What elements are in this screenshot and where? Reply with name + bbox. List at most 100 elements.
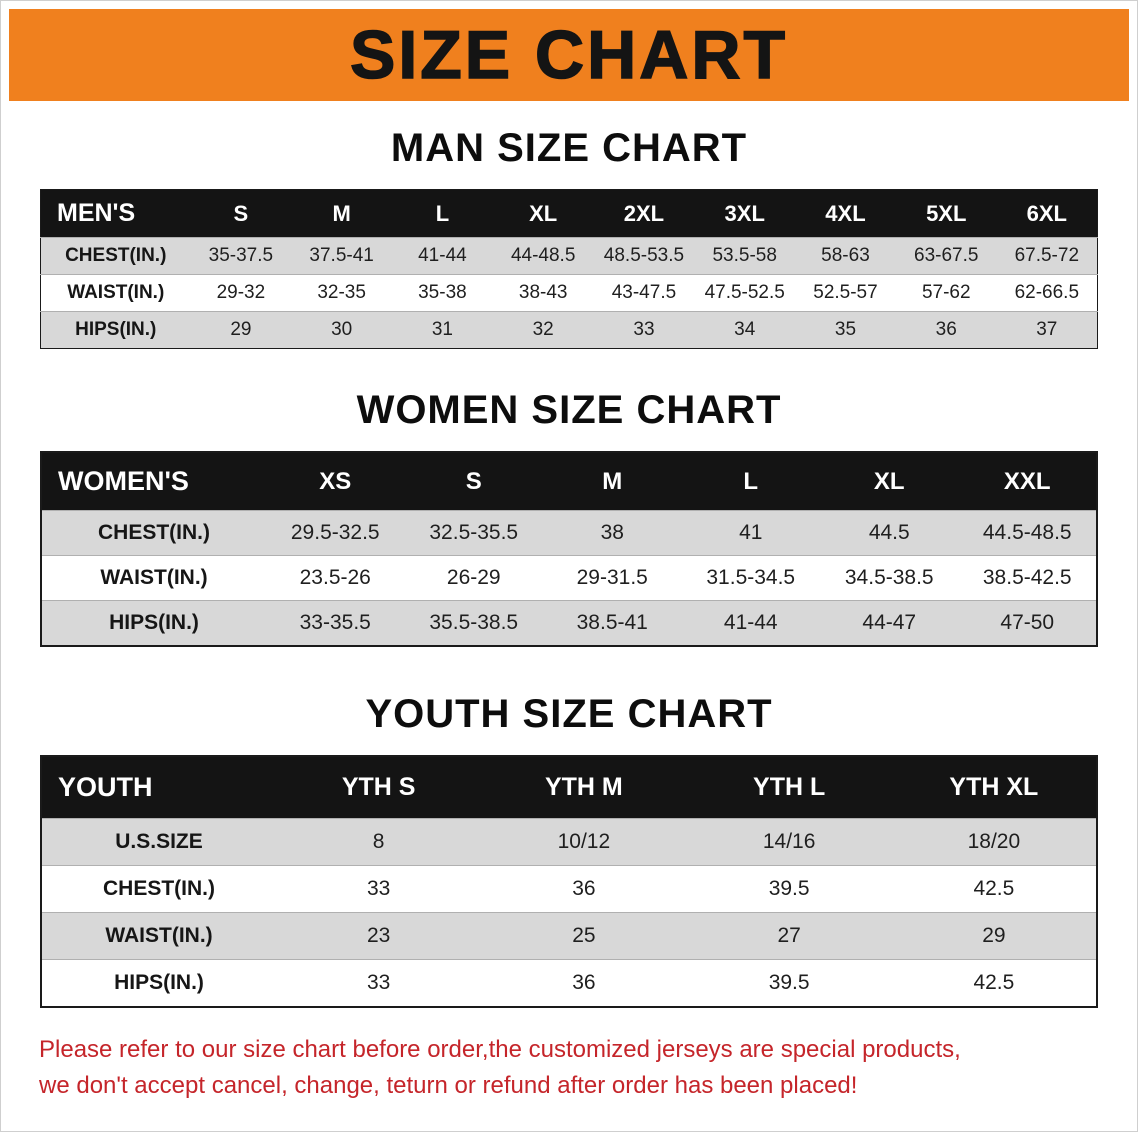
table-row: CHEST(IN.) 29.5-32.5 32.5-35.5 38 41 44.5 44.5… [41, 510, 1097, 556]
table-cell: 8 [372, 830, 385, 853]
table-row: CHEST(IN.) 35-37.5 37.5-41 41-44 44-48.5 48.5… [40, 237, 1098, 275]
column-header: 2XL [593, 189, 695, 238]
column-header: M [291, 189, 393, 238]
table-cell: 58-63 [821, 245, 870, 266]
page-title: SIZE CHART [349, 17, 788, 93]
table-cell: 31 [431, 319, 453, 340]
table-cell: 57-62 [921, 282, 971, 303]
row-label: HIPS(IN.) [75, 319, 157, 340]
table-row: HIPS(IN.) 33-35.5 35.5-38.5 38.5-41 41-44 44-… [41, 600, 1097, 646]
men-heading: MAN SIZE CHART [390, 126, 748, 170]
table-cell: 47-50 [1000, 611, 1055, 634]
women-section: WOMEN SIZE CHART WOMEN'S XS S M L XL XXL CHEST(… [1, 387, 1137, 647]
table-cell: 23 [366, 924, 391, 947]
table-cell: 38 [600, 521, 624, 544]
column-header: YTH XL [891, 756, 1097, 819]
table-cell: 38-43 [518, 282, 568, 303]
table-cell: 41-44 [723, 611, 778, 634]
row-label: WAIST(IN.) [100, 566, 208, 589]
row-label: HIPS(IN.) [109, 611, 199, 634]
table-cell: 39.5 [768, 877, 810, 900]
row-label: WAIST(IN.) [67, 282, 165, 303]
table-cell: 31.5-34.5 [706, 566, 796, 589]
table-cell: 63-67.5 [914, 245, 979, 266]
table-row: HIPS(IN.) 33 36 39.5 42.5 [41, 959, 1097, 1007]
column-header: YTH S [276, 756, 482, 819]
youth-size-table: YOUTH YTH S YTH M YTH L YTH XL U.S.SIZE 8 10/12… [40, 755, 1098, 1008]
table-cell: 44-47 [862, 611, 917, 634]
table-cell: 36 [935, 319, 957, 340]
table-cell: 32 [532, 319, 554, 340]
row-label: CHEST(IN.) [65, 245, 167, 266]
column-header: 5XL [895, 189, 997, 238]
column-header: XXL [958, 452, 1097, 511]
table-cell: 30 [331, 319, 353, 340]
table-corner-label: YOUTH [41, 756, 276, 819]
header-row: YOUTH YTH S YTH M YTH L YTH XL [41, 756, 1097, 819]
table-cell: 52.5-57 [813, 282, 878, 303]
table-cell: 25 [572, 924, 596, 947]
table-row: U.S.SIZE 8 10/12 14/16 18/20 [41, 818, 1097, 866]
table-cell: 23.5-26 [299, 566, 371, 589]
table-cell: 32.5-35.5 [429, 521, 519, 544]
disclaimer-line-1: Please refer to our size chart before or… [39, 1036, 961, 1063]
row-label: WAIST(IN.) [105, 924, 213, 947]
column-header: XS [266, 452, 405, 511]
column-header: YTH L [686, 756, 892, 819]
table-cell: 36 [572, 971, 596, 994]
table-cell: 48.5-53.5 [603, 245, 685, 266]
women-size-table: WOMEN'S XS S M L XL XXL CHEST(IN.) 29.5-32.5 32.5… [40, 451, 1098, 647]
header-row: WOMEN'S XS S M L XL XXL [41, 452, 1097, 511]
table-cell: 32-35 [317, 282, 366, 303]
table-cell: 39.5 [768, 971, 810, 994]
table-cell: 35 [834, 319, 857, 340]
table-cell: 67.5-72 [1014, 245, 1080, 266]
header-row: MEN'S S M L XL 2XL 3XL 4XL 5XL 6XL [40, 189, 1098, 238]
table-cell: 33-35.5 [299, 611, 371, 634]
table-cell: 34.5-38.5 [844, 566, 934, 589]
table-corner-label: WOMEN'S [41, 452, 266, 511]
table-cell: 29.5-32.5 [290, 521, 380, 544]
column-header: S [404, 452, 543, 511]
table-row: WAIST(IN.) 29-32 32-35 35-38 38-43 43-47.5 47.… [40, 274, 1098, 312]
column-header: XL [820, 452, 959, 511]
table-cell: 29-31.5 [576, 566, 648, 589]
table-cell: 35-38 [418, 282, 467, 303]
column-header: XL [492, 189, 594, 238]
table-cell: 29 [230, 319, 252, 340]
table-cell: 38.5-41 [576, 611, 648, 634]
column-header: 4XL [795, 189, 896, 238]
column-header: L [392, 189, 493, 238]
youth-heading: YOUTH SIZE CHART [365, 692, 773, 736]
table-row: HIPS(IN.) 29 30 31 32 33 34 35 36 37 [40, 311, 1098, 349]
disclaimer-line-2: we don't accept cancel, change, teturn o… [39, 1072, 858, 1099]
table-cell: 44.5 [868, 521, 910, 544]
men-size-table: MEN'S S M L XL 2XL 3XL 4XL 5XL 6XL CHEST(IN.) 35-37… [40, 189, 1098, 349]
banner: SIZE CHART [9, 9, 1129, 101]
row-label: U.S.SIZE [115, 830, 203, 853]
table-cell: 34 [734, 319, 756, 340]
table-cell: 37 [1036, 319, 1058, 340]
table-cell: 35.5-38.5 [429, 611, 519, 634]
row-label: HIPS(IN.) [114, 971, 204, 994]
table-row: WAIST(IN.) 23 25 27 29 [41, 912, 1097, 960]
disclaimer: Please refer to our size chart before or… [39, 1032, 1099, 1104]
table-cell: 26-29 [446, 566, 501, 589]
table-cell: 42.5 [973, 971, 1015, 994]
table-cell: 29 [982, 924, 1006, 947]
table-cell: 62-66.5 [1014, 282, 1080, 303]
table-cell: 33 [366, 877, 391, 900]
row-label: CHEST(IN.) [103, 877, 215, 900]
column-header: L [681, 452, 820, 511]
column-header: M [543, 452, 682, 511]
table-cell: 47.5-52.5 [704, 282, 785, 303]
table-cell: 41 [739, 521, 763, 544]
table-row: CHEST(IN.) 33 36 39.5 42.5 [41, 865, 1097, 913]
table-cell: 53.5-58 [712, 245, 777, 266]
table-cell: 33 [633, 319, 655, 340]
women-heading: WOMEN SIZE CHART [356, 388, 782, 432]
table-cell: 42.5 [973, 877, 1015, 900]
table-cell: 14/16 [762, 830, 816, 853]
column-header: 3XL [694, 189, 796, 238]
